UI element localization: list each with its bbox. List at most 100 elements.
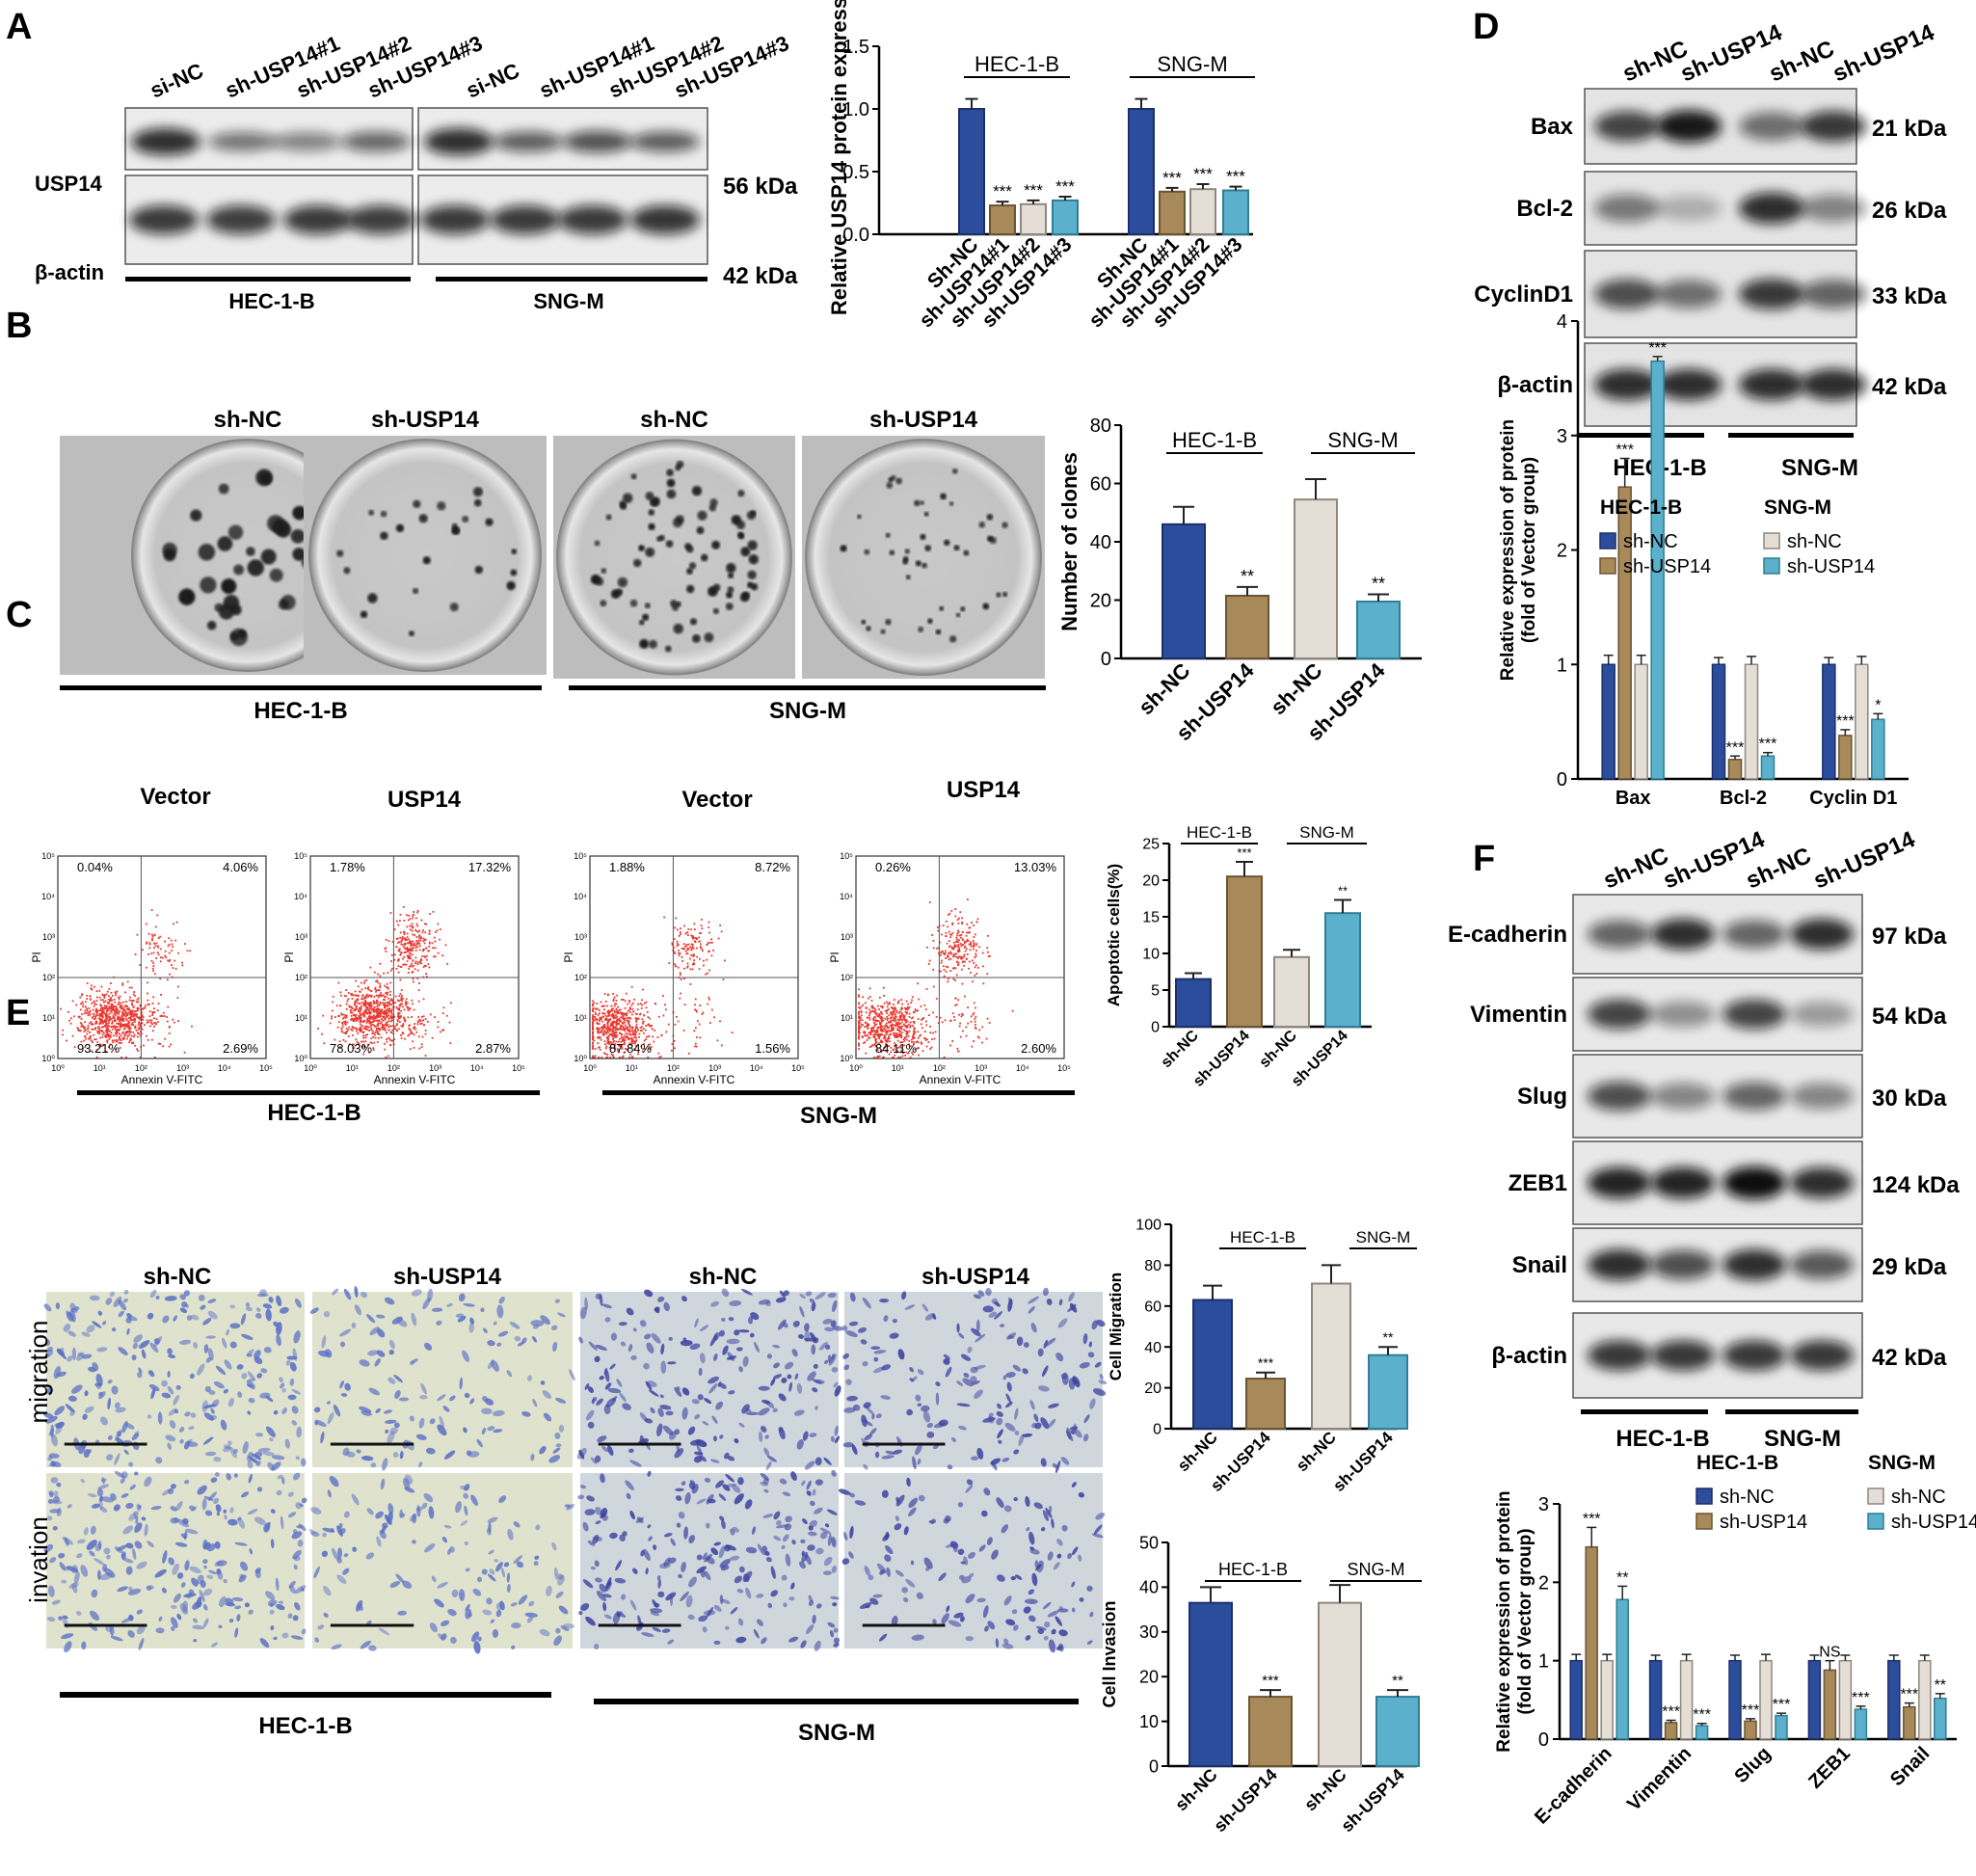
flow-event xyxy=(340,1012,342,1015)
flow-event xyxy=(135,1030,138,1032)
flow-event xyxy=(625,1032,628,1034)
flow-event xyxy=(877,1014,880,1016)
flow-event xyxy=(419,1020,422,1023)
flow-event xyxy=(627,1016,629,1019)
flow-event xyxy=(94,1021,97,1023)
flow-event xyxy=(77,1015,80,1018)
flow-y-tick: 10² xyxy=(574,973,587,982)
flow-event xyxy=(364,1001,367,1004)
flow-event xyxy=(387,1026,390,1029)
transwell-cell xyxy=(208,1569,217,1575)
flow-event xyxy=(693,923,696,925)
blot-f-band xyxy=(1790,1166,1854,1199)
transwell-cell xyxy=(842,1353,849,1359)
flow-event xyxy=(877,1032,880,1035)
flow-plot-frame xyxy=(57,855,267,1059)
transwell-cell xyxy=(222,1337,227,1349)
transwell-cell xyxy=(359,1406,372,1413)
transwell-cell xyxy=(419,1395,428,1400)
flow-event xyxy=(389,1004,392,1006)
flow-event xyxy=(692,947,695,950)
colony xyxy=(904,549,911,554)
flow-event xyxy=(904,1025,906,1027)
transwell-cell xyxy=(956,1403,971,1407)
transwell-cell xyxy=(805,1291,813,1297)
flow-event xyxy=(643,1043,645,1046)
blot-a-band-actin xyxy=(420,205,490,234)
flow-event xyxy=(900,1021,903,1024)
transwell-cell xyxy=(171,1617,178,1628)
flow-event xyxy=(628,1000,630,1002)
transwell-cell xyxy=(871,1413,875,1420)
transwell-cell xyxy=(224,1359,232,1370)
transwell-cell xyxy=(1028,1305,1035,1314)
flow-event xyxy=(143,1006,145,1009)
flow-event xyxy=(368,1009,370,1011)
transwell-cell xyxy=(343,1288,352,1300)
flow-event xyxy=(905,1035,908,1038)
flow-event xyxy=(119,1037,121,1040)
flow-event xyxy=(128,1025,131,1028)
flow-event xyxy=(624,1021,627,1024)
flow-event xyxy=(965,1034,968,1037)
transwell-cell xyxy=(1091,1320,1098,1330)
transwell-cell xyxy=(1083,1414,1090,1424)
transwell-cell xyxy=(482,1395,488,1403)
flow-event xyxy=(958,949,961,951)
flow-event xyxy=(615,999,618,1002)
transwell-cell xyxy=(943,1353,950,1360)
flow-event xyxy=(394,1002,396,1005)
transwell-cell xyxy=(134,1541,143,1549)
flow-event xyxy=(388,994,391,996)
flow-quadrant-ll: 84.11% xyxy=(875,1041,918,1056)
blot-f-size-label: 30 kDa xyxy=(1872,1085,1947,1112)
transwell-cell xyxy=(293,1330,301,1344)
flow-event xyxy=(950,909,953,912)
colony xyxy=(422,556,431,565)
flow-event xyxy=(916,1009,919,1012)
flow-event xyxy=(101,1011,104,1014)
transwell-cell xyxy=(351,1322,357,1329)
flow-x-tick: 10⁰ xyxy=(583,1063,597,1073)
transwell-cell xyxy=(418,1417,425,1429)
transwell-cell xyxy=(225,1597,234,1605)
colony-plate xyxy=(308,439,542,672)
flow-event xyxy=(105,1022,108,1025)
transwell-cell xyxy=(127,1630,135,1638)
flow-event xyxy=(881,1016,884,1019)
flow-event xyxy=(89,1037,92,1040)
flow-event xyxy=(417,989,420,992)
flow-event xyxy=(400,1037,403,1039)
flow-event xyxy=(932,947,935,950)
flow-event xyxy=(605,1045,608,1048)
transwell-cell xyxy=(1055,1461,1061,1474)
flow-event xyxy=(699,1036,702,1039)
flow-event xyxy=(670,1049,673,1052)
flow-event xyxy=(631,1007,634,1010)
transwell-cell xyxy=(247,1451,254,1462)
flow-event xyxy=(943,969,946,971)
flow-event xyxy=(595,1017,598,1020)
transwell-cell xyxy=(146,1586,152,1592)
flow-event xyxy=(414,934,416,936)
flow-event xyxy=(364,1006,367,1009)
flow-event xyxy=(907,1043,910,1046)
flow-event xyxy=(870,1006,873,1009)
flow-event xyxy=(151,1030,154,1032)
flow-event xyxy=(372,1018,374,1021)
flow-event xyxy=(390,1012,393,1015)
flow-event xyxy=(597,1027,600,1030)
flow-event xyxy=(377,989,380,992)
flow-event xyxy=(397,971,400,974)
flow-event xyxy=(418,949,421,951)
flow-event xyxy=(699,1005,702,1006)
flow-event xyxy=(386,1005,388,1007)
flow-event xyxy=(647,1016,650,1019)
flow-event xyxy=(949,1044,952,1047)
flow-event xyxy=(115,1030,118,1032)
flow-event xyxy=(970,942,973,945)
flow-event xyxy=(622,1028,625,1031)
transwell-cell xyxy=(578,1336,583,1344)
transwell-cell xyxy=(122,1298,129,1303)
flow-event xyxy=(624,1028,627,1031)
